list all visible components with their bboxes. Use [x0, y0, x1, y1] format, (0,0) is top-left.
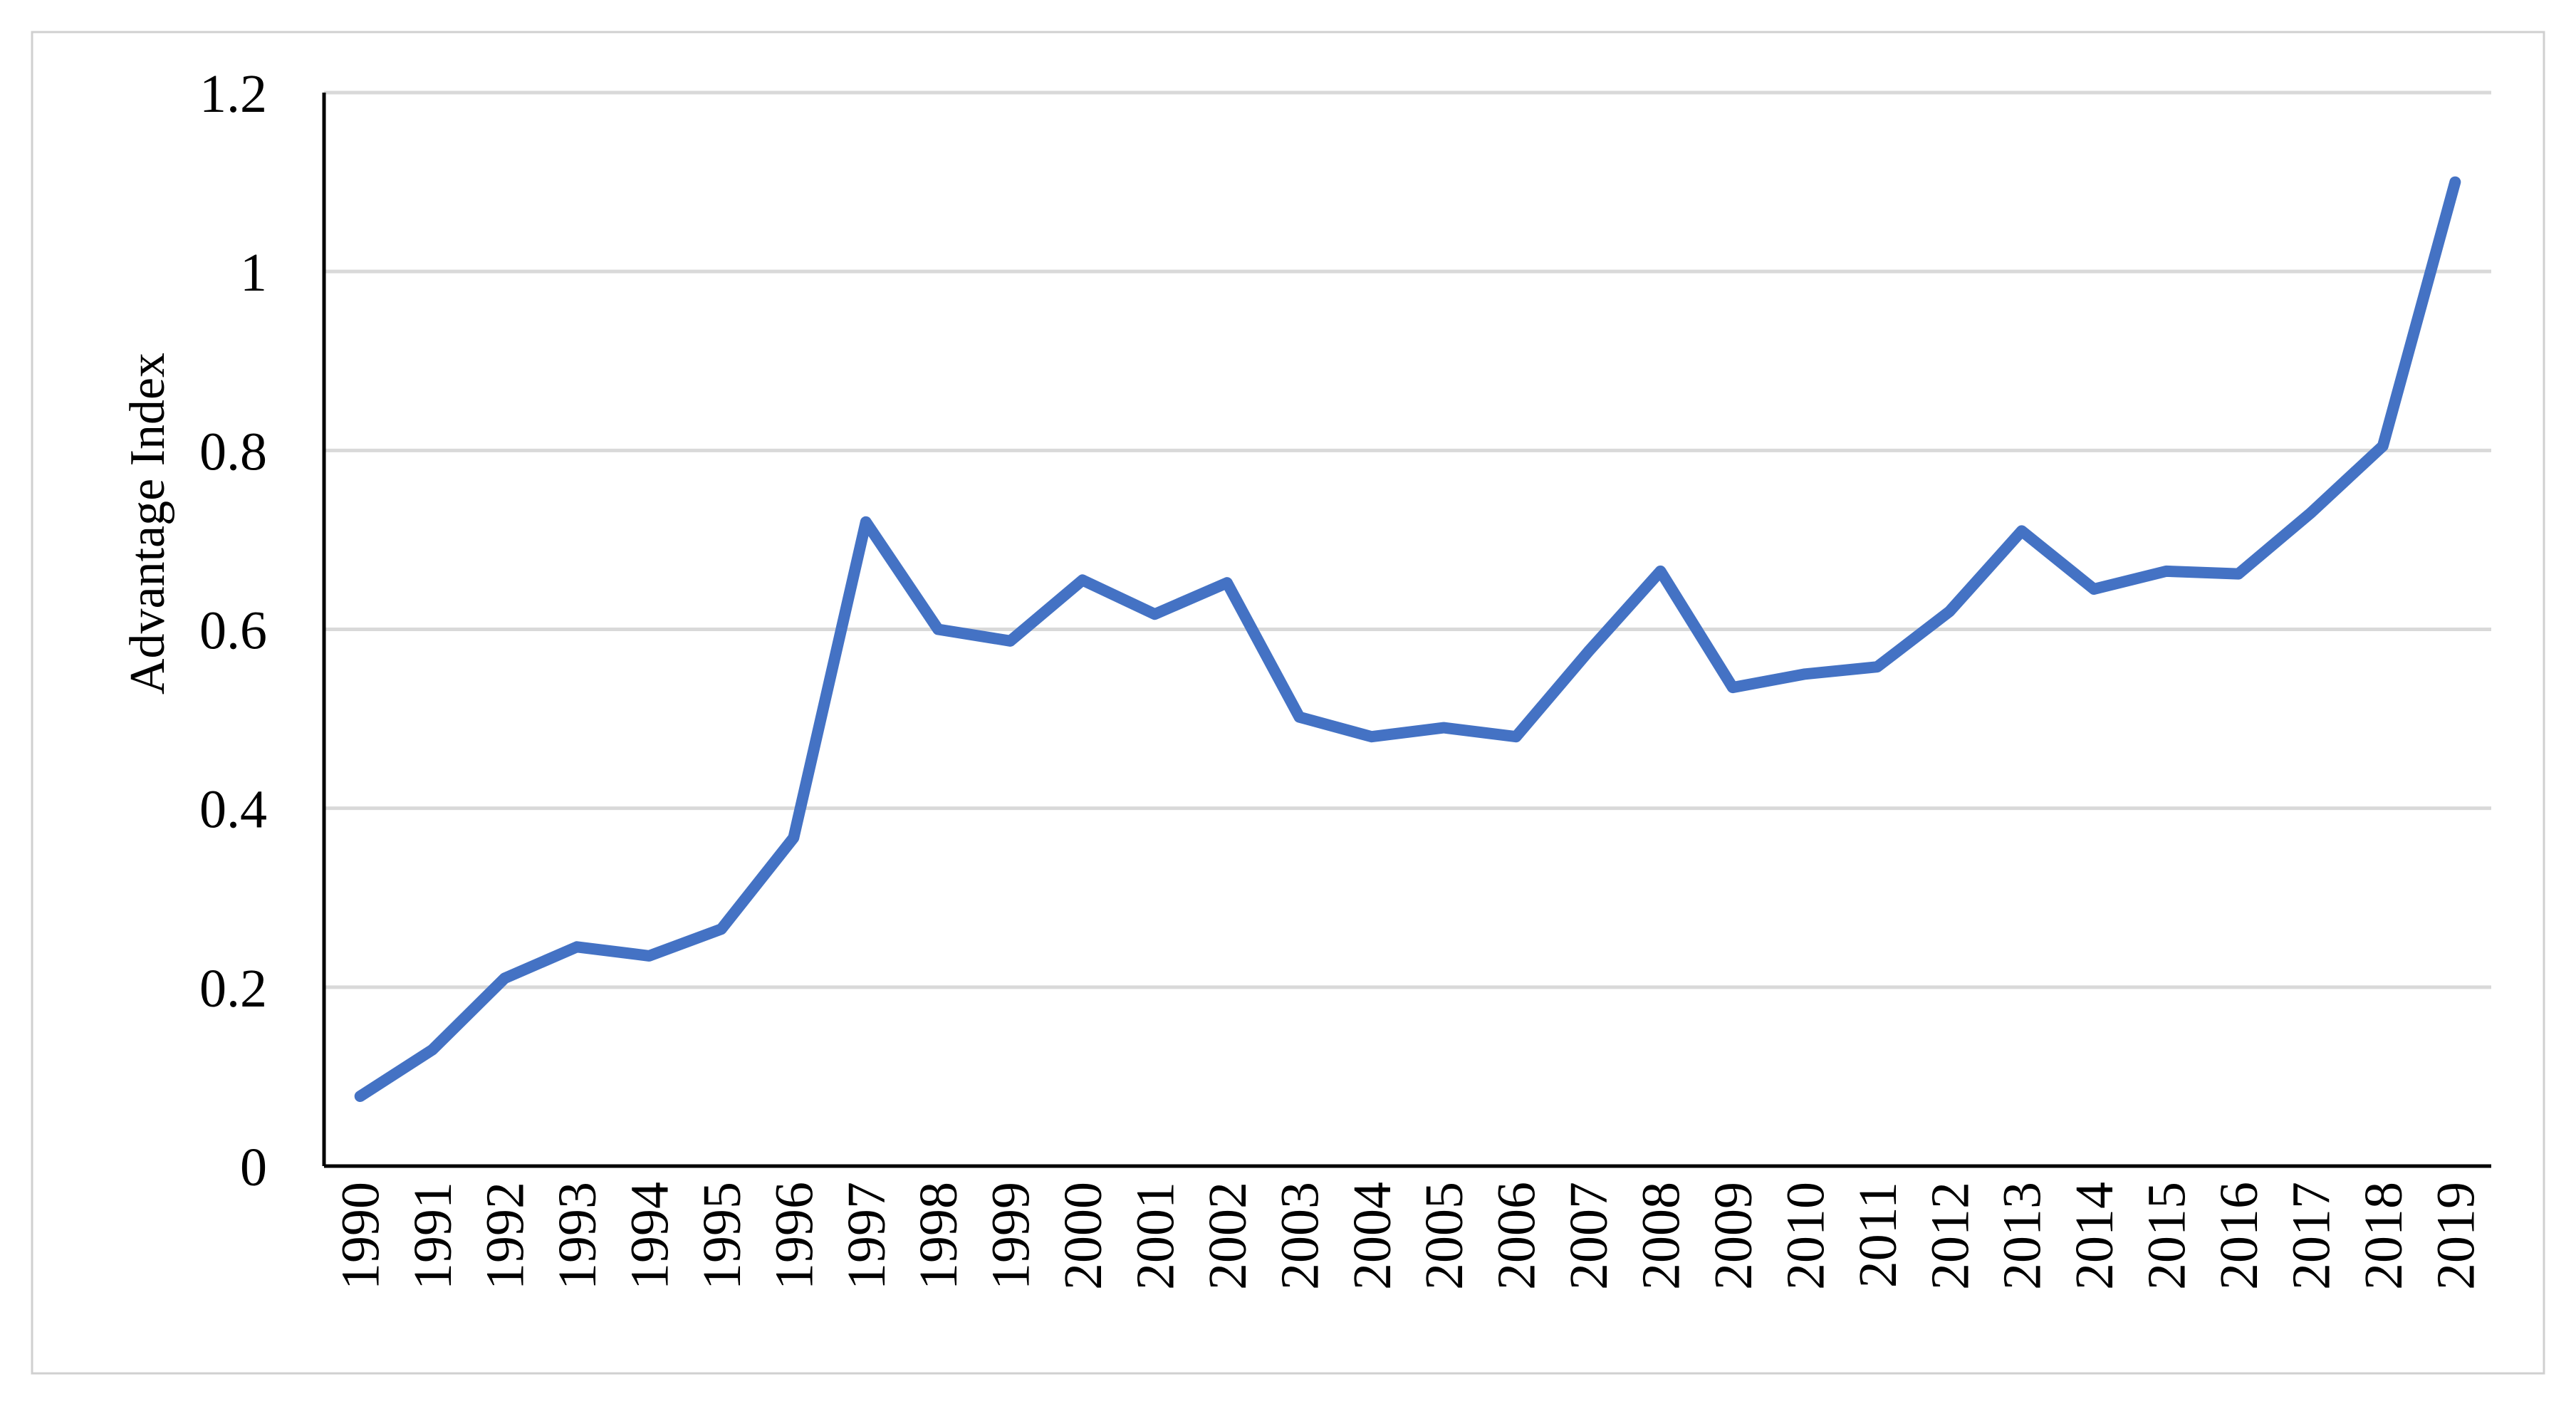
data-point	[1587, 651, 1589, 652]
y-tick-label: 0.8	[199, 422, 267, 482]
y-tick-label: 0.2	[199, 959, 267, 1019]
x-tick-label: 1993	[548, 1182, 608, 1290]
y-tick-label: 0.4	[199, 780, 267, 840]
x-tick-label: 2016	[2209, 1182, 2269, 1290]
x-tick-label: 2014	[2065, 1182, 2124, 1290]
data-point	[937, 629, 939, 630]
x-tick-label: 1995	[692, 1182, 752, 1290]
x-tick-label: 2017	[2281, 1182, 2341, 1290]
data-point	[1732, 687, 1733, 688]
y-tick-label: 0.6	[199, 601, 267, 661]
data-point	[504, 977, 506, 979]
data-point	[865, 521, 867, 523]
x-tick-label: 1992	[476, 1182, 536, 1290]
x-tick-label: 2003	[1270, 1182, 1330, 1290]
x-tick-label: 1994	[620, 1182, 679, 1290]
x-tick-label: 2005	[1414, 1182, 1474, 1290]
x-tick-label: 1998	[909, 1182, 969, 1290]
y-tick-label: 0	[240, 1138, 267, 1197]
y-tick-labels: 0 0.2 0.4 0.6 0.8 1 1.2	[199, 64, 267, 1197]
data-point	[1010, 640, 1011, 642]
x-tick-label: 2000	[1053, 1182, 1113, 1290]
data-point	[2382, 445, 2384, 447]
axes	[322, 93, 2491, 1168]
x-tick-label: 2009	[1704, 1182, 1763, 1290]
x-tick-label: 2004	[1342, 1182, 1402, 1290]
data-point	[2310, 512, 2311, 514]
y-axis-label: Advantage Index	[120, 353, 175, 695]
x-tick-label: 1997	[837, 1182, 897, 1290]
x-tick-label: 1999	[981, 1182, 1041, 1290]
data-point	[1154, 613, 1155, 615]
x-tick-label: 2001	[1125, 1182, 1185, 1290]
x-tick-label: 2013	[1993, 1182, 2053, 1290]
data-point	[1949, 610, 1950, 612]
x-tick-labels: 1990 1991 1992 1993 1994 1995 1996 1997 1998 1999…	[331, 1182, 2486, 1290]
x-tick-label: 1996	[764, 1182, 824, 1290]
y-tick-label: 1	[240, 243, 267, 303]
data-point	[648, 955, 650, 957]
x-tick-label: 2007	[1559, 1182, 1619, 1290]
x-tick-label: 2015	[2137, 1182, 2197, 1290]
gridlines	[324, 90, 2491, 989]
x-tick-label: 2006	[1487, 1182, 1547, 1290]
x-tick-label: 2019	[2426, 1182, 2486, 1290]
x-tick-label: 2018	[2354, 1182, 2414, 1290]
x-tick-label: 2010	[1775, 1182, 1835, 1290]
x-tick-label: 2011	[1848, 1182, 1908, 1288]
data-point	[432, 1049, 433, 1051]
x-tick-label: 2002	[1198, 1182, 1258, 1290]
x-tick-label: 2012	[1920, 1182, 1980, 1290]
y-tick-label: 1.2	[199, 64, 267, 124]
x-tick-label: 1990	[331, 1182, 391, 1290]
data-point	[2093, 588, 2095, 590]
series-line	[354, 176, 2461, 1102]
x-tick-label: 1991	[403, 1182, 463, 1290]
x-tick-label: 2008	[1632, 1182, 1691, 1290]
series-layer	[354, 176, 2461, 1102]
